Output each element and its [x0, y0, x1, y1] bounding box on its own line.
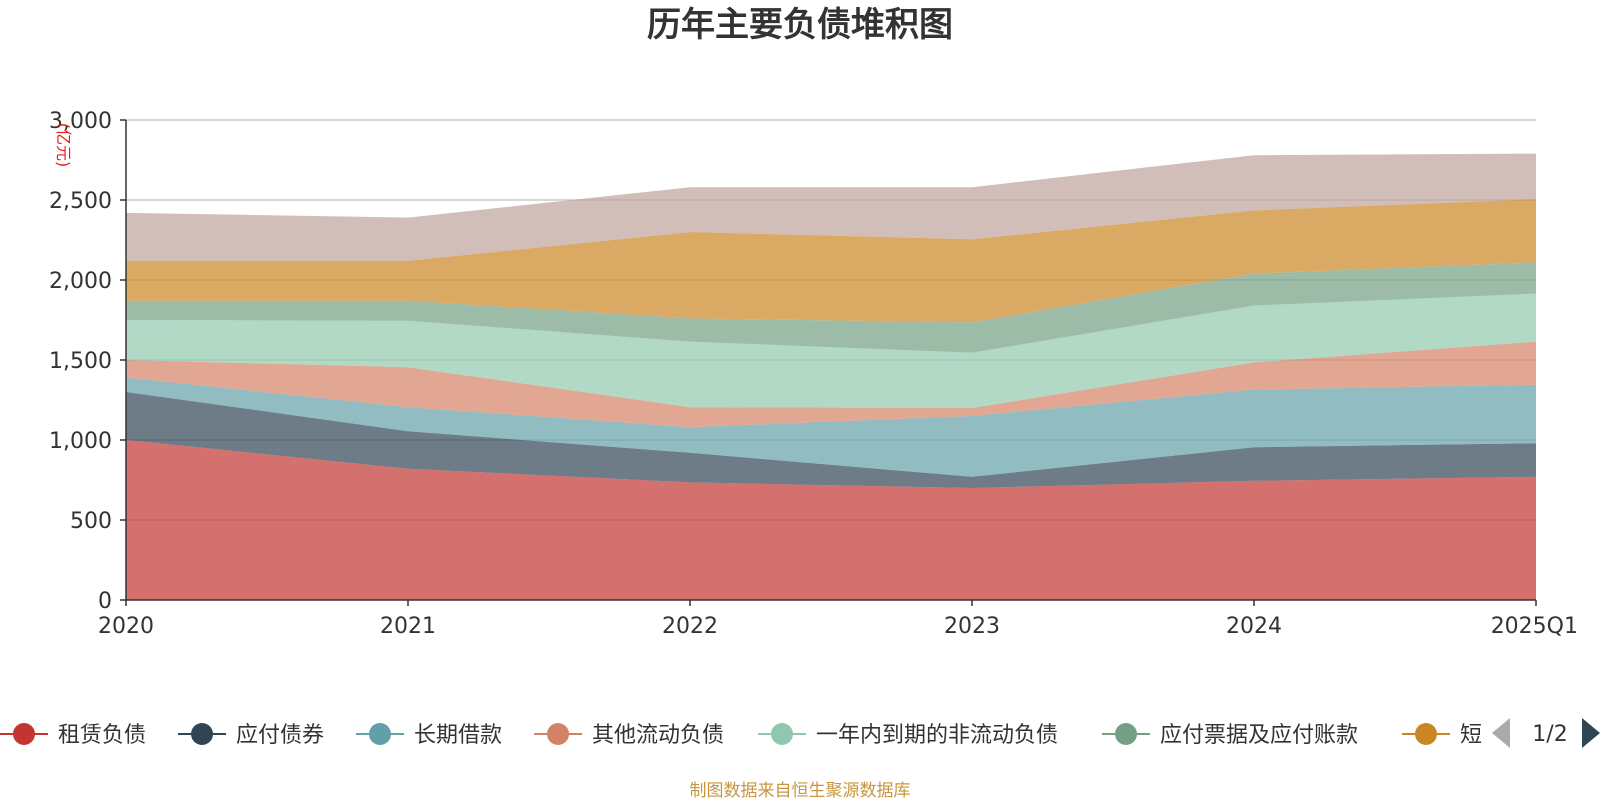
area-series-3: [126, 341, 1536, 428]
legend-marker-icon-3: [547, 723, 569, 745]
area-series-5: [126, 262, 1536, 353]
y-tick-label-2: 1,000: [49, 429, 112, 454]
legend-item-3[interactable]: 其他流动负债: [534, 723, 724, 748]
legend-marker-icon-2: [369, 723, 391, 745]
area-series-4: [126, 293, 1536, 408]
x-tick-label-5: 2025Q1: [1491, 614, 1578, 639]
legend-item-5[interactable]: 应付票据及应付账款: [1102, 723, 1358, 748]
x-tick-label-3: 2023: [944, 614, 1000, 639]
chart-title: 历年主要负债堆积图: [647, 5, 953, 45]
legend-marker-icon-0: [13, 723, 35, 745]
legend-item-2[interactable]: 长期借款: [356, 723, 502, 748]
y-tick-label-5: 2,500: [49, 189, 112, 214]
legend-marker-icon-1: [191, 723, 213, 745]
legend-next-page-icon[interactable]: [1582, 718, 1600, 748]
legend-label-0: 租赁负债: [58, 723, 146, 748]
legend-item-6[interactable]: 短: [1402, 723, 1482, 748]
y-tick-label-4: 2,000: [49, 269, 112, 294]
legend-marker-icon-4: [771, 723, 793, 745]
stacked-areas: [126, 153, 1536, 600]
legend-item-4[interactable]: 一年内到期的非流动负债: [758, 723, 1058, 748]
legend-prev-page-icon[interactable]: [1492, 718, 1510, 748]
legend-item-1[interactable]: 应付债券: [178, 723, 324, 748]
x-tick-label-0: 2020: [98, 614, 154, 639]
legend-label-4: 一年内到期的非流动负债: [816, 723, 1058, 748]
legend-page-label: 1/2: [1532, 722, 1567, 747]
legend: 租赁负债 应付债券 长期借款 其他流动负债 一年内到期的非流动负债 应付票据及应付账款 短: [0, 723, 1482, 748]
legend-label-6: 短: [1460, 723, 1482, 748]
data-source-footer: 制图数据来自恒生聚源数据库: [690, 781, 911, 800]
legend-pager: 1/2: [1492, 718, 1600, 748]
x-tick-label-4: 2024: [1226, 614, 1282, 639]
y-tick-label-6: 3,000: [49, 109, 112, 134]
area-series-0: [126, 440, 1536, 600]
legend-item-0[interactable]: 租赁负债: [0, 723, 146, 748]
legend-label-3: 其他流动负债: [592, 723, 724, 748]
legend-label-2: 长期借款: [414, 723, 502, 748]
x-tick-label-2: 2022: [662, 614, 718, 639]
y-axis-label: (亿元): [54, 123, 73, 168]
legend-label-1: 应付债券: [236, 723, 324, 748]
legend-label-5: 应付票据及应付账款: [1160, 723, 1358, 748]
area-series-7: [126, 153, 1536, 261]
legend-marker-icon-6: [1415, 723, 1437, 745]
y-tick-label-0: 0: [98, 589, 112, 614]
legend-marker-icon-5: [1115, 723, 1137, 745]
y-tick-label-3: 1,500: [49, 349, 112, 374]
area-series-1: [126, 392, 1536, 488]
x-axis-ticks: 2020 2021 2022 2023 2024 2025Q1: [98, 600, 1578, 639]
area-series-6: [126, 199, 1536, 323]
y-tick-label-1: 500: [70, 509, 112, 534]
x-tick-label-1: 2021: [380, 614, 436, 639]
area-series-2: [126, 377, 1536, 477]
y-axis-ticks: 0 500 1,000 1,500 2,000 2,500 3,000: [49, 109, 126, 614]
